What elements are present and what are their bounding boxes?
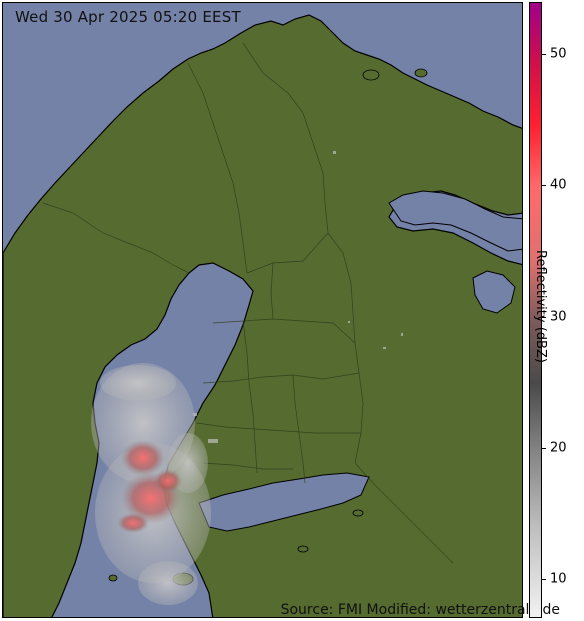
colorbar-gradient <box>530 3 541 617</box>
colorbar-tick-label: 20 <box>550 440 567 456</box>
colorbar-tick <box>542 578 546 580</box>
onega-lake <box>472 270 516 314</box>
radar-echo-heavy <box>117 440 182 533</box>
colorbar-tick <box>542 185 546 187</box>
country-border <box>42 202 190 274</box>
colorbar-tick <box>542 316 546 318</box>
map-canvas <box>3 3 522 617</box>
white-sea <box>388 190 522 252</box>
radar-map[interactable] <box>2 2 523 618</box>
radar-speckles <box>193 151 403 443</box>
colorbar-tick-label: 40 <box>550 177 567 193</box>
region-borders <box>187 42 454 564</box>
colorbar <box>529 2 542 618</box>
colorbar-tick-label: 10 <box>550 571 567 587</box>
landmass <box>3 14 522 617</box>
gulf-of-finland <box>198 472 370 532</box>
colorbar-tick-label: 50 <box>550 46 567 62</box>
timestamp: Wed 30 Apr 2025 05:20 EEST <box>15 8 241 26</box>
colorbar-tick <box>542 447 546 449</box>
source-credit: Source: FMI Modified: wetterzentrale.de <box>280 602 560 618</box>
colorbar-ticks: 10 20 30 40 50 <box>542 2 584 618</box>
colorbar-label: Reflectivity (dBZ) <box>533 250 548 363</box>
colorbar-tick <box>542 54 546 56</box>
colorbar-tick-label: 30 <box>550 309 567 325</box>
